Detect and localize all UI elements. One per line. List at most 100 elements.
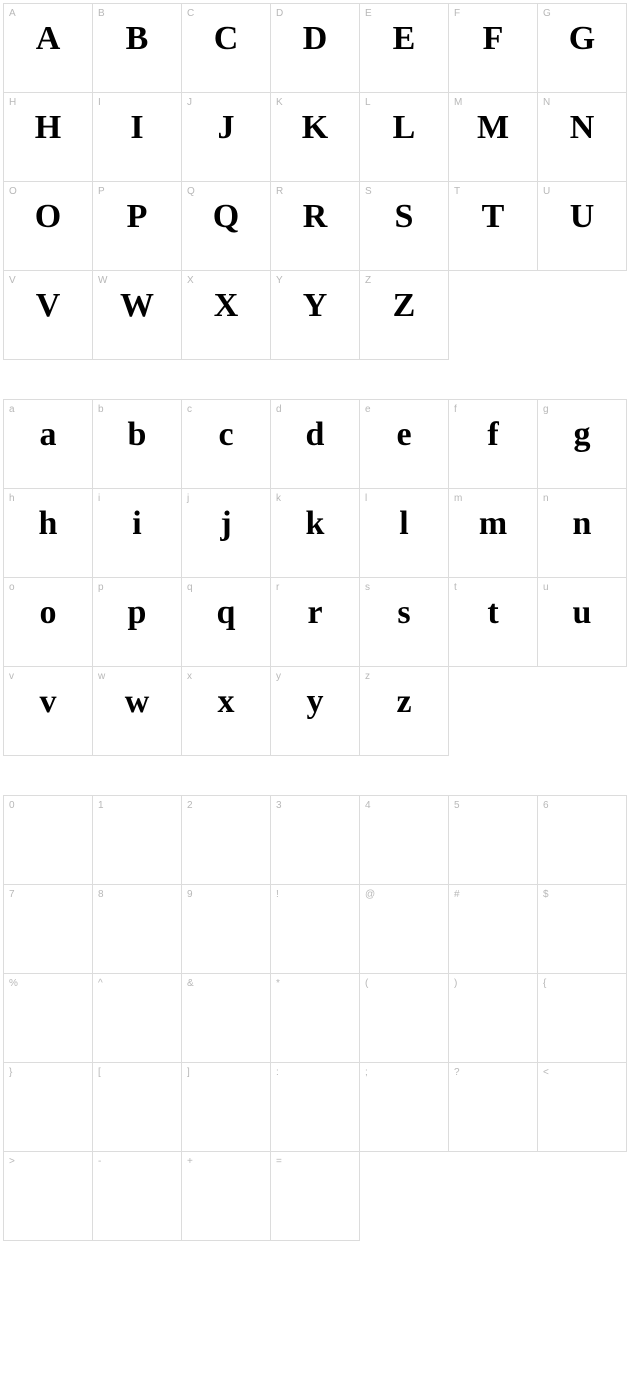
cell-label: 2 — [187, 800, 193, 811]
cell-glyph: z — [360, 683, 448, 720]
cell-label: e — [365, 404, 371, 415]
glyph-cell: 2 — [181, 795, 271, 885]
glyph-cell: 7 — [3, 884, 93, 974]
glyph-cell: vv — [3, 666, 93, 756]
cell-glyph: N — [538, 109, 626, 146]
glyph-cell: MM — [448, 92, 538, 182]
cell-label: g — [543, 404, 549, 415]
section-symbols: 0123456789!@#$%^&*(){}[]:;?<>-+= — [4, 796, 636, 1241]
glyph-cell: GG — [537, 3, 627, 93]
cell-label: 6 — [543, 800, 549, 811]
glyph-cell: qq — [181, 577, 271, 667]
cell-label: } — [9, 1067, 13, 1078]
cell-glyph: v — [4, 683, 92, 720]
cell-label: r — [276, 582, 280, 593]
glyph-cell: EE — [359, 3, 449, 93]
glyph-cell: @ — [359, 884, 449, 974]
glyph-cell: pp — [92, 577, 182, 667]
cell-glyph: h — [4, 505, 92, 542]
glyph-cell: dd — [270, 399, 360, 489]
glyph-cell: XX — [181, 270, 271, 360]
cell-glyph: i — [93, 505, 181, 542]
glyph-cell: SS — [359, 181, 449, 271]
glyph-cell: 6 — [537, 795, 627, 885]
cell-label: ) — [454, 978, 458, 989]
cell-glyph: e — [360, 416, 448, 453]
glyph-cell: ww — [92, 666, 182, 756]
cell-label: @ — [365, 889, 375, 900]
cell-label: E — [365, 8, 372, 19]
cell-label: t — [454, 582, 457, 593]
cell-label: - — [98, 1156, 102, 1167]
cell-label: A — [9, 8, 16, 19]
cell-label: J — [187, 97, 192, 108]
cell-label: o — [9, 582, 15, 593]
cell-glyph: O — [4, 198, 92, 235]
glyph-cell: mm — [448, 488, 538, 578]
cell-label: T — [454, 186, 460, 197]
glyph-cell: ee — [359, 399, 449, 489]
cell-glyph: s — [360, 594, 448, 631]
cell-label: B — [98, 8, 105, 19]
cell-label: P — [98, 186, 105, 197]
glyph-cell: ff — [448, 399, 538, 489]
cell-glyph: t — [449, 594, 537, 631]
glyph-cell: 5 — [448, 795, 538, 885]
glyph-cell: NN — [537, 92, 627, 182]
cell-label: u — [543, 582, 549, 593]
glyph-cell: OO — [3, 181, 93, 271]
glyph-cell: rr — [270, 577, 360, 667]
glyph-cell: KK — [270, 92, 360, 182]
glyph-cell: ) — [448, 973, 538, 1063]
glyph-cell: YY — [270, 270, 360, 360]
glyph-cell: 8 — [92, 884, 182, 974]
cell-label: D — [276, 8, 284, 19]
cell-glyph: Y — [271, 287, 359, 324]
glyph-cell: 9 — [181, 884, 271, 974]
glyph-cell: UU — [537, 181, 627, 271]
cell-label: S — [365, 186, 372, 197]
cell-glyph: b — [93, 416, 181, 453]
glyph-cell: oo — [3, 577, 93, 667]
cell-glyph: o — [4, 594, 92, 631]
cell-glyph: L — [360, 109, 448, 146]
glyph-cell: ( — [359, 973, 449, 1063]
cell-glyph: f — [449, 416, 537, 453]
cell-label: < — [543, 1067, 549, 1078]
glyph-cell: ? — [448, 1062, 538, 1152]
cell-label: R — [276, 186, 284, 197]
cell-label: l — [365, 493, 368, 504]
cell-glyph: c — [182, 416, 270, 453]
cell-label: M — [454, 97, 463, 108]
cell-glyph: Q — [182, 198, 270, 235]
cell-label: 1 — [98, 800, 104, 811]
cell-label: W — [98, 275, 108, 286]
glyph-cell: = — [270, 1151, 360, 1241]
glyph-cell: yy — [270, 666, 360, 756]
cell-glyph: k — [271, 505, 359, 542]
cell-label: H — [9, 97, 17, 108]
glyph-cell: [ — [92, 1062, 182, 1152]
cell-label: a — [9, 404, 15, 415]
cell-label: 8 — [98, 889, 104, 900]
glyph-cell: xx — [181, 666, 271, 756]
glyph-cell: > — [3, 1151, 93, 1241]
glyph-cell: ZZ — [359, 270, 449, 360]
cell-label: 4 — [365, 800, 371, 811]
cell-label: C — [187, 8, 195, 19]
glyph-cell: ll — [359, 488, 449, 578]
cell-glyph: r — [271, 594, 359, 631]
glyph-cell: zz — [359, 666, 449, 756]
glyph-cell: RR — [270, 181, 360, 271]
cell-label: > — [9, 1156, 15, 1167]
cell-label: i — [98, 493, 101, 504]
cell-label: + — [187, 1156, 193, 1167]
glyph-cell: TT — [448, 181, 538, 271]
cell-label: F — [454, 8, 460, 19]
cell-label: Q — [187, 186, 195, 197]
glyph-cell: cc — [181, 399, 271, 489]
cell-label: s — [365, 582, 370, 593]
section-lowercase: aabbccddeeffgghhiijjkkllmmnnooppqqrrsstt… — [4, 400, 636, 756]
glyph-cell: LL — [359, 92, 449, 182]
cell-label: ; — [365, 1067, 368, 1078]
